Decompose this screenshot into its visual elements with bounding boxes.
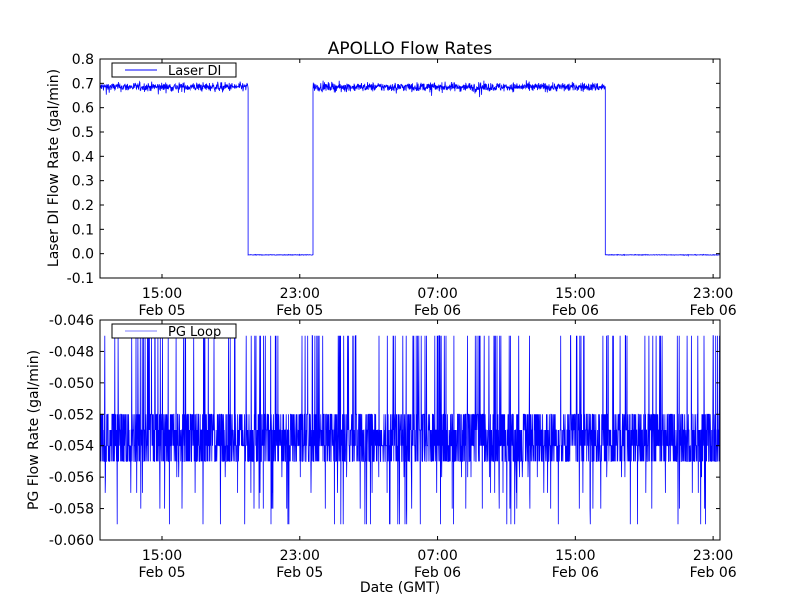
plot-pg-loop: -0.060 -0.058 -0.056 -0.054 -0.052 -0.050 -0.0… [49, 313, 737, 581]
x-tick-label: 15:00 [142, 548, 182, 564]
x-tick-date-label: Feb 06 [414, 303, 461, 319]
x-tick-label: 15:00 [555, 548, 595, 564]
legend-label: PG Loop [168, 325, 221, 340]
x-tick-label: 07:00 [417, 548, 457, 564]
y-tick-label: -0.052 [49, 407, 94, 423]
x-axis-label: Date (GMT) [360, 580, 440, 596]
y-tick-label: -0.056 [49, 470, 94, 486]
y-tick-label: -0.046 [49, 313, 94, 329]
bottom-y-axis-label: PG Flow Rate (gal/min) [26, 350, 42, 510]
x-tick-date-label: Feb 05 [138, 565, 185, 581]
x-tick-date-label: Feb 06 [552, 303, 599, 319]
legend-label: Laser DI [168, 64, 221, 79]
y-tick-label: -0.060 [49, 533, 94, 549]
y-tick-label: -0.050 [49, 376, 94, 392]
legend: Laser DI [111, 62, 237, 79]
y-tick-label: 0.0 [72, 247, 94, 263]
x-tick-date-label: Feb 06 [690, 565, 737, 581]
x-tick-label: 15:00 [555, 286, 595, 302]
series-line-laser-di [99, 80, 721, 257]
x-tick-date-label: Feb 05 [276, 303, 323, 319]
legend: PG Loop [111, 323, 237, 340]
x-tick-label: 15:00 [142, 286, 182, 302]
y-tick-label: -0.048 [49, 344, 94, 360]
x-tick-label: 23:00 [280, 548, 320, 564]
x-tick-date-label: Feb 06 [552, 565, 599, 581]
y-tick-label: 0.6 [72, 101, 94, 117]
top-y-axis-label: Laser DI Flow Rate (gal/min) [46, 69, 62, 267]
y-tick-label: -0.054 [49, 439, 94, 455]
y-tick-label: 0.3 [72, 174, 94, 190]
y-tick-label: -0.058 [49, 502, 94, 518]
x-tick-date-label: Feb 06 [690, 303, 737, 319]
chart-title: APOLLO Flow Rates [328, 39, 493, 59]
legend-box [111, 62, 237, 78]
plot-laser-di: -0.10.00.10.20.30.40.50.60.70.815:00Feb … [67, 52, 737, 319]
legend-box [111, 323, 237, 339]
x-tick-date-label: Feb 06 [414, 565, 461, 581]
x-tick-label: 23:00 [693, 286, 733, 302]
axes-frame [99, 58, 721, 279]
y-tick-label: 0.5 [72, 125, 94, 141]
y-tick-label: 0.1 [72, 222, 94, 238]
y-tick-label: 0.8 [72, 52, 94, 68]
axes-frame [99, 319, 721, 541]
series-line-pg-loop [99, 335, 721, 525]
x-tick-date-label: Feb 05 [276, 565, 323, 581]
y-tick-label: 0.4 [72, 149, 94, 165]
y-tick-label: 0.2 [72, 198, 94, 214]
x-tick-label: 23:00 [693, 548, 733, 564]
x-tick-label: 07:00 [417, 286, 457, 302]
y-tick-label: 0.7 [72, 76, 94, 92]
y-tick-label: -0.1 [67, 271, 94, 287]
x-tick-date-label: Feb 05 [138, 303, 185, 319]
x-tick-label: 23:00 [280, 286, 320, 302]
